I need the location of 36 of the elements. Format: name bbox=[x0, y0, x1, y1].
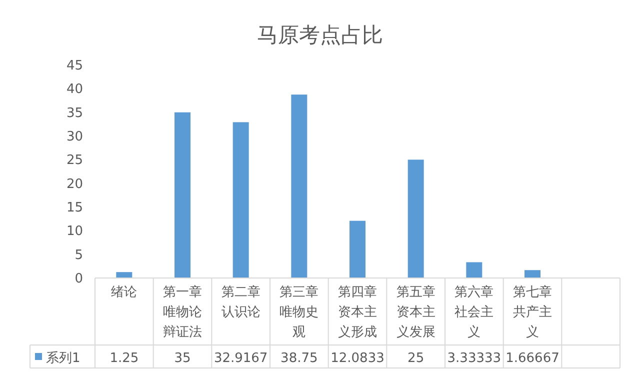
x-tick-label: 第七章共产主义 bbox=[513, 285, 552, 340]
y-tick-label: 5 bbox=[74, 248, 83, 263]
x-tick-label: 绪论 bbox=[111, 285, 138, 300]
x-tick-label: 第五章资本主义发展 bbox=[396, 285, 436, 340]
y-tick-label: 25 bbox=[66, 153, 83, 168]
data-label: 25 bbox=[408, 351, 424, 366]
y-tick-label: 10 bbox=[66, 224, 83, 240]
y-tick-label: 20 bbox=[66, 176, 83, 192]
x-tick-label: 第三章唯物史观 bbox=[280, 285, 319, 340]
y-tick-label: 15 bbox=[66, 200, 83, 216]
y-tick-label: 45 bbox=[66, 58, 83, 74]
x-tick-label: 第二章认识论 bbox=[221, 285, 260, 320]
x-tick-label: 第四章资本主义形成 bbox=[338, 285, 377, 340]
bar bbox=[408, 160, 424, 278]
data-label: 3.33333 bbox=[447, 351, 502, 366]
bar bbox=[116, 272, 132, 278]
bar bbox=[232, 122, 249, 278]
chart-title: 马原考点占比 bbox=[257, 23, 383, 47]
data-label: 1.25 bbox=[110, 351, 139, 366]
x-tick-label: 第一章唯物论辩证法 bbox=[163, 285, 202, 340]
bar bbox=[174, 112, 190, 278]
y-tick-label: 40 bbox=[66, 82, 83, 98]
legend-label: 系列1 bbox=[46, 351, 80, 366]
y-tick-label: 0 bbox=[74, 272, 83, 286]
bar bbox=[524, 270, 540, 278]
data-label: 32.9167 bbox=[214, 351, 268, 366]
bar bbox=[466, 262, 482, 278]
data-label: 12.0833 bbox=[330, 351, 384, 366]
bar bbox=[291, 94, 308, 278]
bar bbox=[350, 220, 366, 278]
data-label: 35 bbox=[174, 351, 191, 366]
data-label: 38.75 bbox=[280, 351, 318, 366]
data-label: 1.66667 bbox=[506, 351, 560, 366]
x-tick-label: 第六章社会主义 bbox=[454, 285, 494, 340]
y-tick-label: 30 bbox=[66, 130, 83, 144]
y-tick-label: 35 bbox=[66, 106, 83, 121]
